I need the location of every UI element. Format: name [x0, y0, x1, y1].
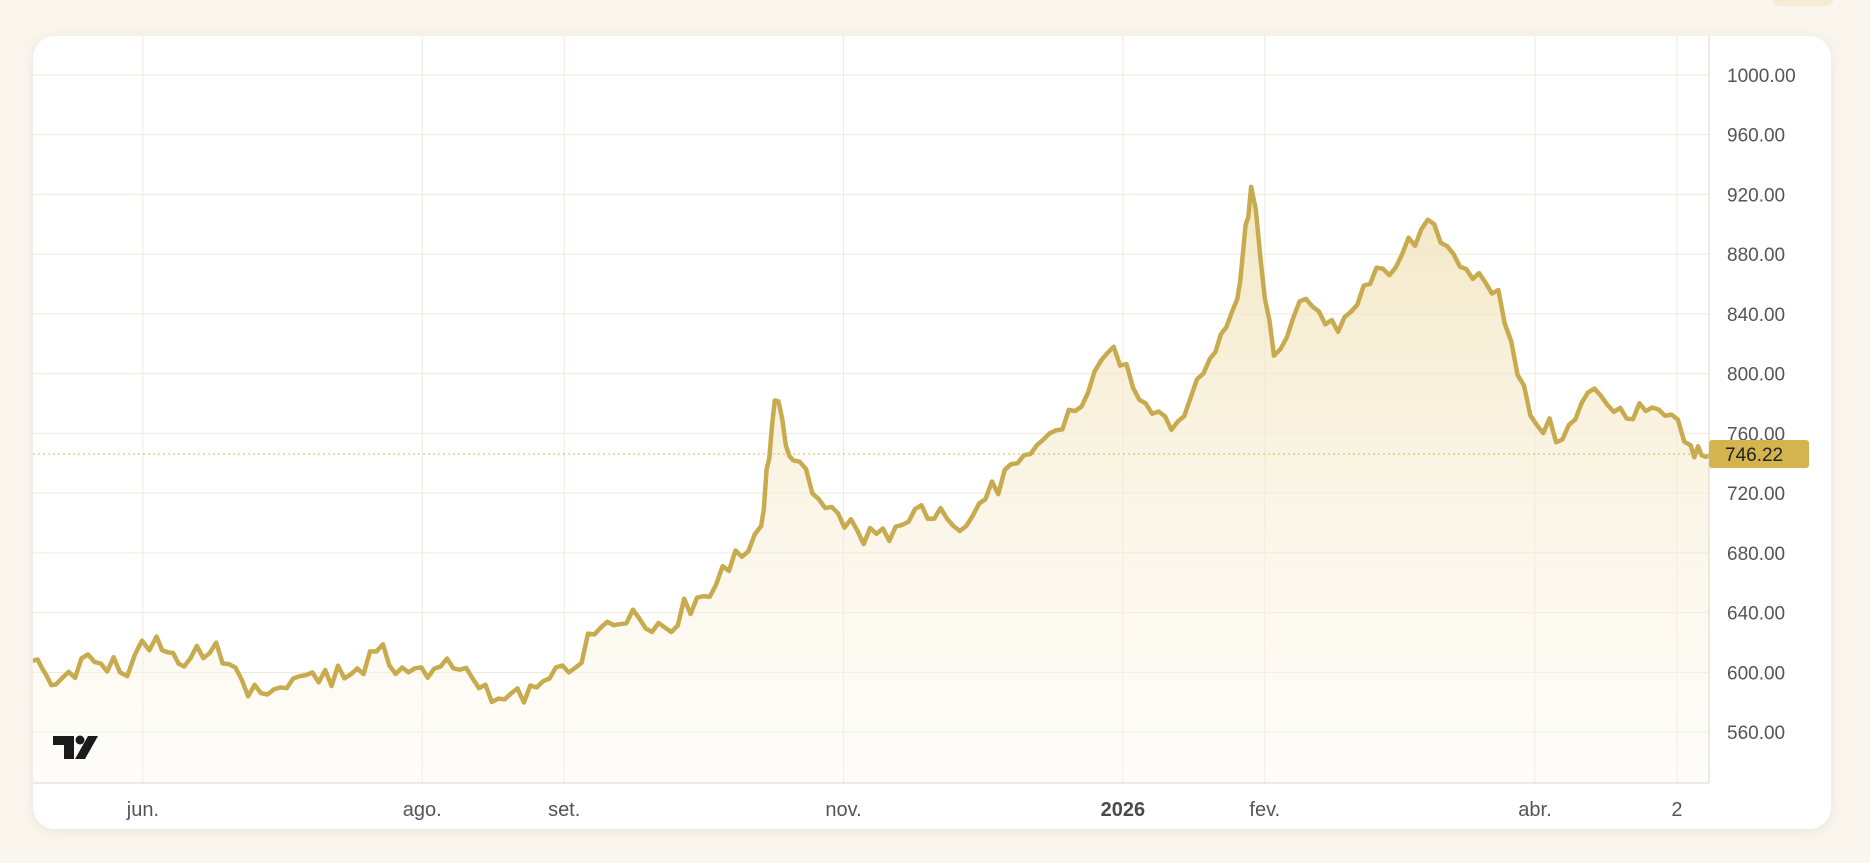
x-tick-label: abr.: [1518, 799, 1551, 821]
y-tick-label: 600.00: [1727, 663, 1785, 684]
y-tick-label: 920.00: [1727, 185, 1785, 206]
y-tick-label: 1000.00: [1727, 66, 1796, 87]
price-series-line: [33, 184, 1712, 705]
current-price-label: 746.22: [1725, 445, 1783, 466]
y-axis[interactable]: 560.00600.00640.00680.00720.00760.00800.…: [1708, 36, 1796, 783]
current-price-badge-bg: [1709, 439, 1809, 468]
current-price-badge: 746.22: [1709, 439, 1809, 468]
price-chart[interactable]: 560.00600.00640.00680.00720.00760.00800.…: [33, 36, 1831, 829]
x-tick-label: 2026: [1101, 799, 1146, 821]
tradingview-logo-icon[interactable]: [53, 735, 98, 760]
y-tick-label: 680.00: [1727, 544, 1785, 565]
x-tick-label: jun.: [126, 799, 159, 821]
y-tick-label: 840.00: [1727, 305, 1785, 326]
price-area-fill: [33, 186, 1709, 783]
top-control-pill[interactable]: [1772, 0, 1834, 6]
x-tick-label: nov.: [825, 799, 861, 821]
x-tick-label: fev.: [1249, 799, 1280, 821]
x-tick-label: set.: [548, 799, 580, 821]
y-tick-label: 800.00: [1727, 365, 1785, 386]
y-tick-label: 560.00: [1727, 723, 1785, 744]
y-tick-label: 960.00: [1727, 126, 1785, 147]
chart-card: 560.00 600.00 640.00 680.00 720.00 760.00 800.…: [33, 36, 1831, 829]
y-tick-label: 720.00: [1727, 484, 1785, 505]
x-tick-label: ago.: [403, 799, 442, 821]
y-tick-label: 640.00: [1727, 604, 1785, 625]
y-tick-label: 880.00: [1727, 245, 1785, 266]
x-tick-label: 2: [1671, 799, 1682, 821]
x-axis[interactable]: jun. ago. set. nov. 2026 fev. abr. 2: [33, 782, 1709, 821]
